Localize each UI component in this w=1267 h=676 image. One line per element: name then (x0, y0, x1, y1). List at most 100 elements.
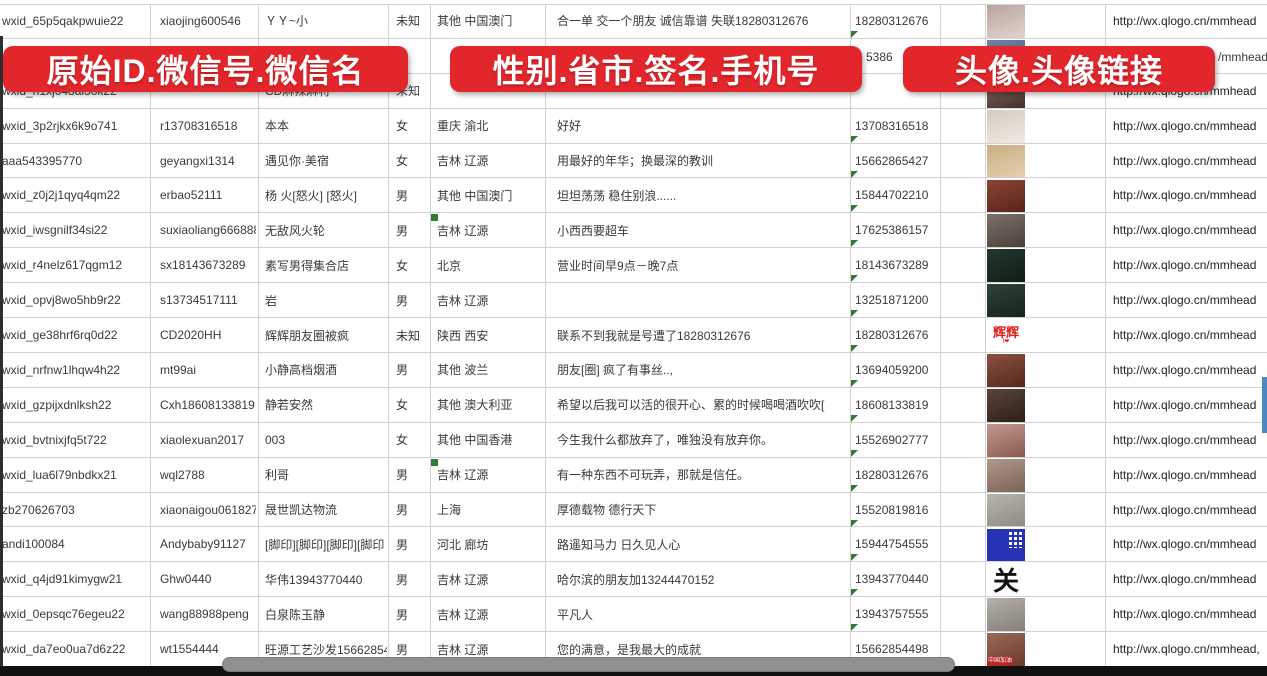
cell-signature[interactable]: 您的满意，是我最大的成就 (557, 642, 702, 657)
cell-region[interactable]: 吉林 辽源 (437, 154, 489, 169)
cell-signature[interactable]: 好好 (557, 119, 582, 134)
cell-gender[interactable]: 男 (396, 363, 409, 378)
cell-original-id[interactable]: wxid_ge38hrf6rq0d22 (2, 328, 118, 343)
cell-original-id[interactable]: wxid_iwsgnilf34si22 (2, 223, 108, 238)
cell-avatar-link[interactable]: http://wx.qlogo.cn/mmhead, (1113, 642, 1260, 657)
cell-gender[interactable]: 男 (396, 223, 409, 238)
cell-wechat-id[interactable]: xiaonaigou061827 (160, 502, 256, 517)
cell-phone[interactable]: 18280312676 (855, 13, 929, 28)
cell-avatar-link[interactable]: http://wx.qlogo.cn/mmhead (1113, 118, 1257, 133)
cell-gender[interactable]: 女 (396, 154, 409, 169)
cell-signature[interactable]: 有一种东西不可玩弄，那就是信任。 (557, 468, 750, 483)
cell-wechat-id[interactable]: wt1554444 (160, 642, 219, 657)
cell-region[interactable]: 其他 澳大利亚 (437, 398, 513, 413)
cell-region[interactable]: 陕西 西安 (437, 328, 489, 343)
cell-original-id[interactable]: wxid_65p5qakpwuie22 (2, 13, 124, 28)
cell-gender[interactable]: 女 (396, 398, 409, 413)
cell-wechat-name[interactable]: 小静高档烟酒 (265, 363, 338, 378)
cell-signature[interactable]: 小西西要超车 (557, 223, 630, 238)
cell-gender[interactable]: 男 (396, 572, 409, 587)
cell-region[interactable]: 河北 廊坊 (437, 537, 489, 552)
cell-signature[interactable]: 厚德载物 德行天下 (557, 503, 657, 518)
cell-region[interactable]: 其他 中国澳门 (437, 14, 513, 29)
cell-wechat-id[interactable]: Andybaby91127 (160, 537, 246, 552)
cell-phone[interactable]: 13943770440 (855, 572, 929, 587)
cell-signature[interactable]: 平凡人 (557, 607, 594, 622)
cell-avatar-link[interactable]: http://wx.qlogo.cn/mmhead (1113, 13, 1257, 28)
cell-avatar-link[interactable]: http://wx.qlogo.cn/mmhead (1113, 293, 1257, 308)
cell-gender[interactable]: 男 (396, 188, 409, 203)
cell-original-id[interactable]: wxid_opvj8wo5hb9r22 (2, 293, 121, 308)
cell-phone[interactable]: 13708316518 (855, 118, 929, 133)
cell-original-id[interactable]: wxid_0epsqc76egeu22 (2, 607, 125, 622)
cell-phone[interactable]: 13694059200 (855, 362, 929, 377)
cell-original-id[interactable]: wxid_lua6l79nbdkx21 (2, 467, 117, 482)
cell-original-id[interactable]: wxid_z0j2j1qyq4qm22 (2, 188, 121, 203)
cell-wechat-name[interactable]: 素写男得集合店 (265, 258, 350, 273)
cell-original-id[interactable]: wxid_nrfnw1lhqw4h22 (2, 362, 121, 377)
avatar-image[interactable]: 关 (987, 563, 1025, 597)
avatar-image[interactable]: 辉辉 I❤ (987, 319, 1025, 352)
cell-phone[interactable]: 18280312676 (855, 328, 929, 343)
cell-wechat-name[interactable]: 利哥 (265, 468, 290, 483)
avatar-image[interactable] (987, 493, 1025, 527)
avatar-image[interactable] (987, 249, 1025, 283)
cell-wechat-name[interactable]: 无敌风火轮 (265, 223, 326, 238)
cell-region[interactable]: 其他 中国澳门 (437, 188, 513, 203)
cell-wechat-id[interactable]: sx18143673289 (160, 258, 246, 273)
cell-wechat-name[interactable]: 旺源工艺沙发15662854 (265, 642, 387, 657)
avatar-image[interactable] (987, 5, 1025, 38)
cell-signature[interactable]: 合一单 交一个朋友 诚信靠谱 失联18280312676 (557, 14, 809, 29)
cell-wechat-id[interactable]: xiaolexuan2017 (160, 432, 245, 447)
cell-signature[interactable]: 用最好的年华；换最深的教训 (557, 154, 714, 169)
hidden-row-link-fragment[interactable]: /mmhead (1218, 49, 1267, 64)
cell-wechat-id[interactable]: mt99ai (160, 362, 197, 377)
cell-wechat-id[interactable]: s13734517111 (160, 293, 238, 308)
cell-phone[interactable]: 15662865427 (855, 153, 929, 168)
cell-avatar-link[interactable]: http://wx.qlogo.cn/mmhead (1113, 258, 1257, 273)
cell-wechat-name[interactable]: 白泉陈玉静 (265, 607, 326, 622)
cell-region[interactable]: 其他 中国香港 (437, 433, 513, 448)
cell-region[interactable]: 其他 波兰 (437, 363, 489, 378)
cell-avatar-link[interactable]: http://wx.qlogo.cn/mmhead (1113, 467, 1257, 482)
cell-wechat-name[interactable]: ＹＹ~小 (265, 14, 309, 29)
cell-gender[interactable]: 男 (396, 293, 409, 308)
cell-phone[interactable]: 15520819816 (855, 502, 929, 517)
cell-phone[interactable]: 13943757555 (855, 607, 929, 622)
cell-phone[interactable]: 13251871200 (855, 293, 929, 308)
cell-wechat-id[interactable]: erbao52111 (160, 188, 223, 203)
cell-avatar-link[interactable]: http://wx.qlogo.cn/mmhead (1113, 537, 1257, 552)
avatar-image[interactable] (987, 214, 1025, 248)
cell-wechat-id[interactable]: Ghw0440 (160, 572, 212, 587)
avatar-image[interactable]: 中国加油 (987, 633, 1025, 667)
cell-wechat-id[interactable]: r13708316518 (160, 118, 238, 133)
cell-signature[interactable]: 哈尔滨的朋友加13244470152 (557, 572, 715, 587)
cell-gender[interactable]: 男 (396, 503, 409, 518)
cell-signature[interactable]: 营业时间早9点－晚7点 (557, 258, 679, 273)
horizontal-scrollbar[interactable] (222, 657, 955, 672)
avatar-image[interactable] (987, 179, 1025, 213)
cell-region[interactable]: 吉林 辽源 (437, 642, 489, 657)
cell-wechat-id[interactable]: Cxh18608133819 (160, 397, 255, 412)
avatar-image[interactable] (987, 458, 1025, 492)
cell-gender[interactable]: 女 (396, 433, 409, 448)
cell-gender[interactable]: 女 (396, 119, 409, 134)
avatar-image[interactable] (987, 284, 1025, 318)
cell-gender[interactable]: 男 (396, 537, 409, 552)
cell-signature[interactable]: 坦坦荡荡 稳住别浪...... (557, 188, 677, 203)
cell-avatar-link[interactable]: http://wx.qlogo.cn/mmhead (1113, 153, 1257, 168)
cell-avatar-link[interactable]: http://wx.qlogo.cn/mmhead (1113, 188, 1257, 203)
cell-gender[interactable]: 男 (396, 642, 409, 657)
cell-wechat-id[interactable]: CD2020HH (160, 328, 222, 343)
avatar-image[interactable] (987, 388, 1025, 422)
avatar-image[interactable] (987, 528, 1025, 562)
cell-wechat-name[interactable]: 晟世凯达物流 (265, 503, 338, 518)
cell-original-id[interactable]: wxid_gzpijxdnlksh22 (2, 397, 112, 412)
cell-wechat-id[interactable]: xiaojing600546 (160, 13, 241, 28)
cell-original-id[interactable]: wxid_3p2rjkx6k9o741 (2, 118, 118, 133)
cell-avatar-link[interactable]: http://wx.qlogo.cn/mmhead (1113, 223, 1257, 238)
cell-signature[interactable]: 路遥知马力 日久见人心 (557, 537, 681, 552)
cell-wechat-name[interactable]: 华伟13943770440 (265, 572, 363, 587)
avatar-image[interactable] (987, 144, 1025, 178)
cell-signature[interactable]: 朋友[圈] 疯了有事丝.., (557, 363, 674, 378)
